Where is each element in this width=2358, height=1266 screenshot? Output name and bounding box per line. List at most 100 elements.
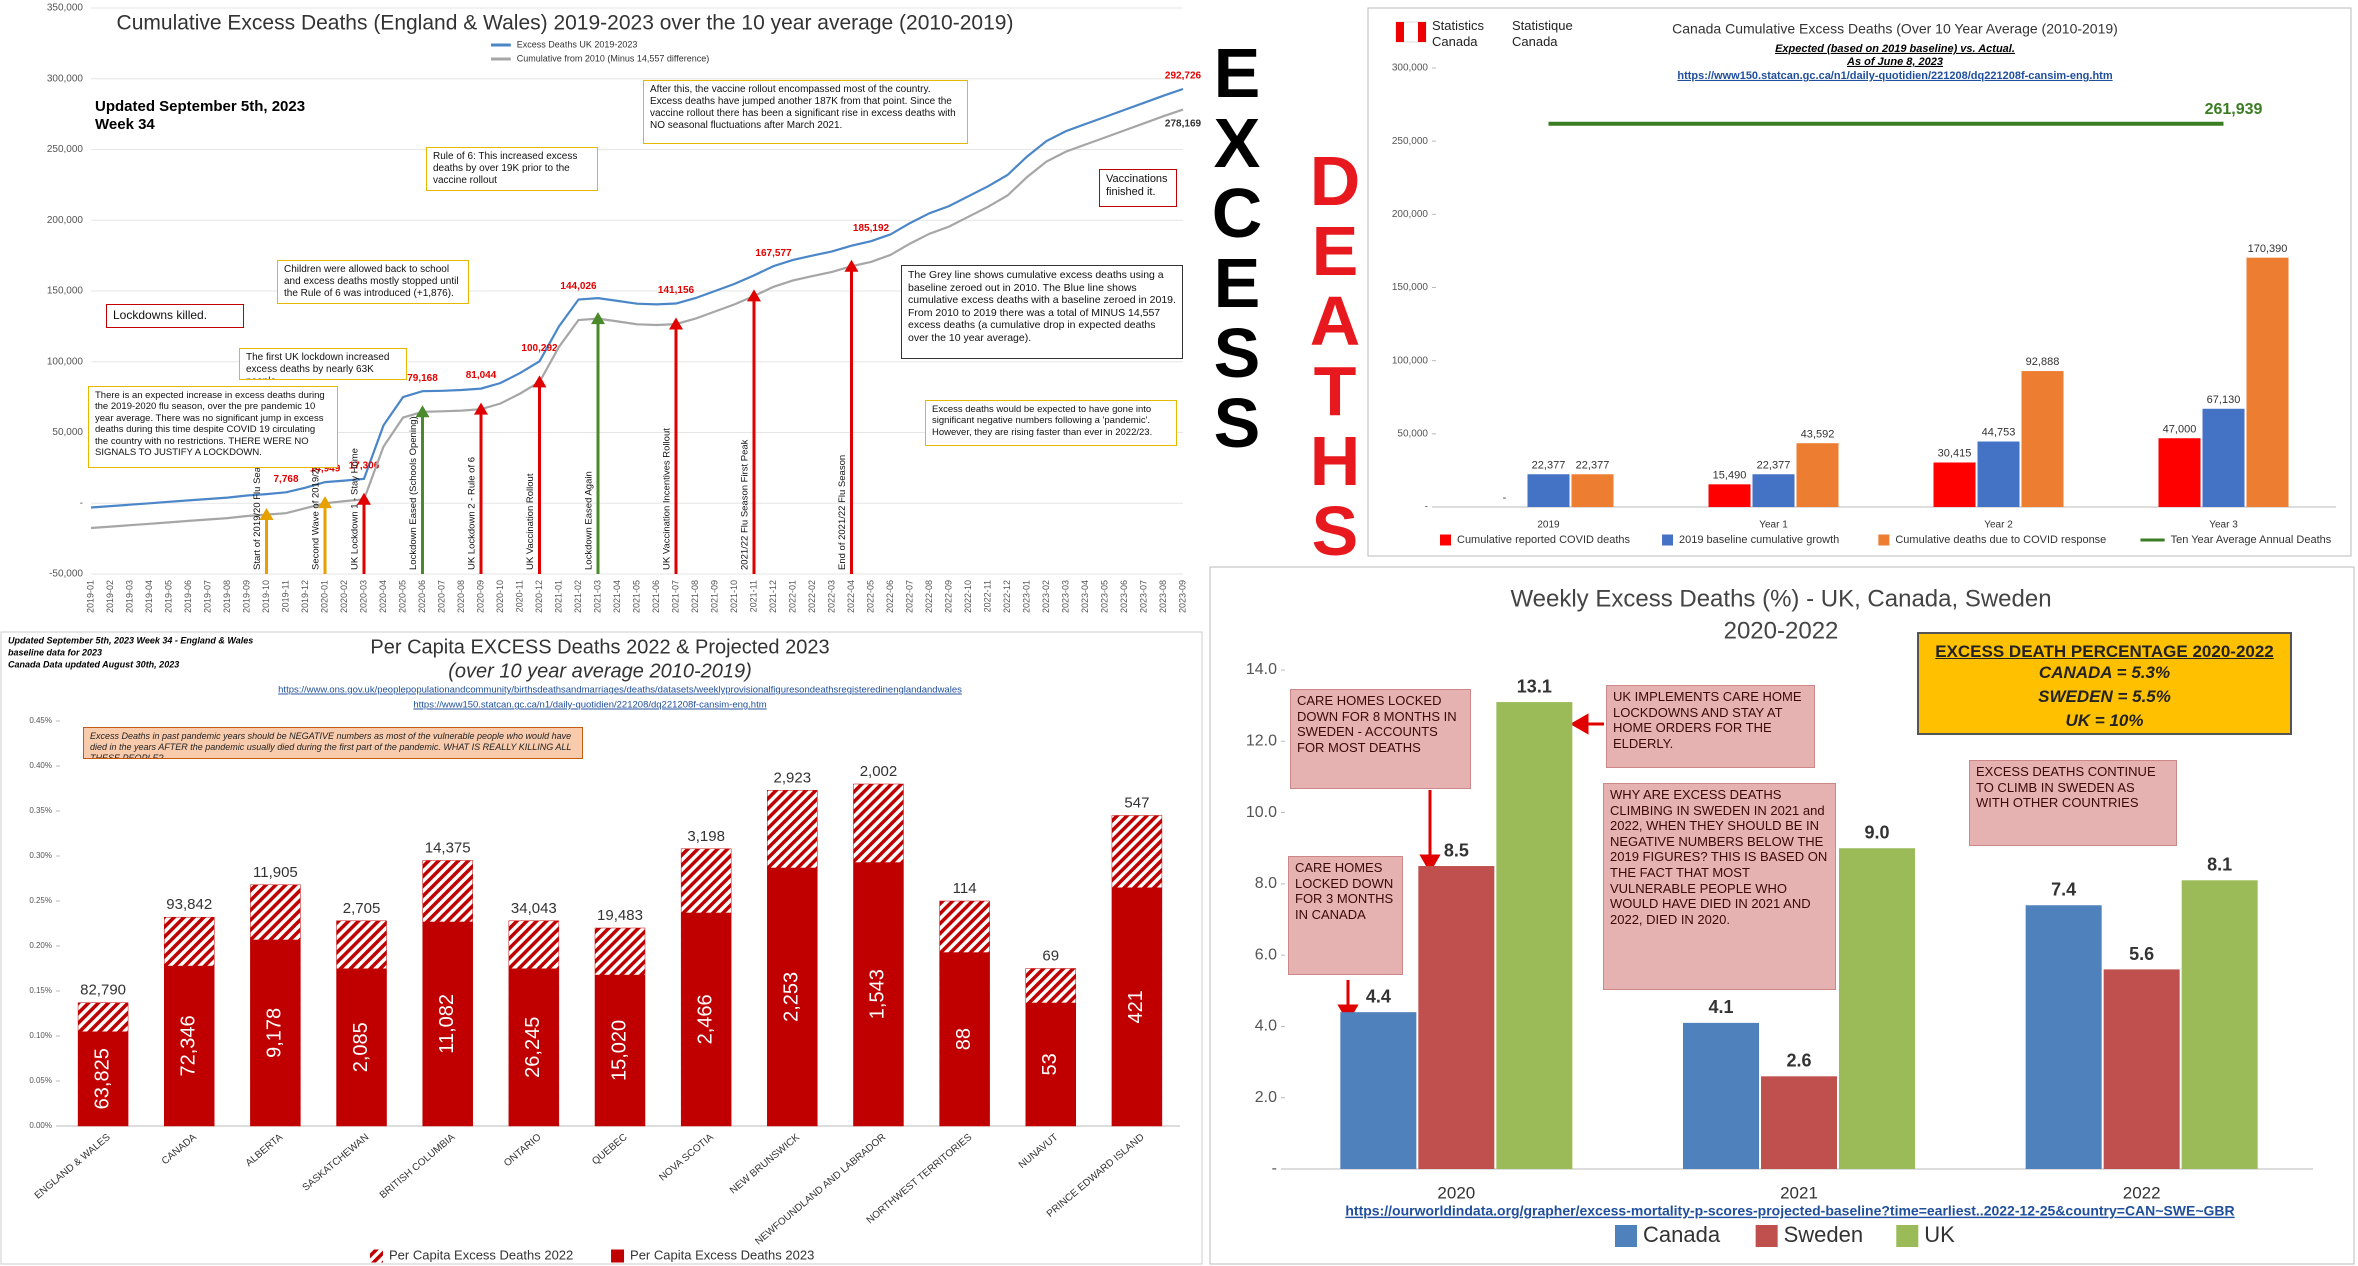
agency-name: Statistique Canada <box>1512 18 1573 49</box>
annotation: CARE HOMES LOCKED DOWN FOR 8 MONTHS IN S… <box>1290 689 1471 789</box>
x-tick-label: QUEBEC <box>590 1132 629 1168</box>
event-label: Second Wave of 2019/20 Flu Season <box>311 413 322 570</box>
y-tick-label: 150,000 <box>1392 282 1429 293</box>
value-label: 170,390 <box>2248 243 2288 255</box>
death-label: 11,905 <box>253 864 298 881</box>
legend-swatch <box>1615 1225 1637 1247</box>
x-tick-label: BRITISH COLUMBIA <box>378 1132 458 1201</box>
legend-label: Cumulative reported COVID deaths <box>1457 534 1631 546</box>
death-label: 2,923 <box>774 769 812 786</box>
x-tick-label: 2023-06 <box>1119 580 1129 613</box>
death-label: 421 <box>1125 990 1147 1023</box>
bar <box>78 1031 129 1126</box>
annotation: Excess deaths would be expected to have … <box>925 400 1177 446</box>
value-label: 2.6 <box>1786 1051 1811 1071</box>
x-tick-label: 2019-02 <box>105 580 115 613</box>
y-tick-label: 50,000 <box>52 427 83 438</box>
bar <box>2025 905 2102 1169</box>
y-tick-label: 200,000 <box>1392 209 1429 220</box>
source-link: https://www.ons.gov.uk/peoplepopulationa… <box>278 685 962 696</box>
x-tick-label: Year 1 <box>1759 520 1788 531</box>
y-tick-label: 250,000 <box>47 144 84 155</box>
value-label: 30,415 <box>1938 448 1972 460</box>
death-label: 9,178 <box>264 1008 286 1058</box>
y-tick-label: 350,000 <box>47 3 84 14</box>
value-label: 22,377 <box>1532 459 1566 471</box>
value-label: 8.5 <box>1444 840 1469 860</box>
y-tick-label: 8.0 <box>1255 875 1277 892</box>
x-tick-label: 2022-09 <box>943 580 953 613</box>
x-tick-label: 2021-08 <box>690 580 700 613</box>
bar <box>1933 462 1976 507</box>
x-tick-label: 2019-03 <box>124 580 134 613</box>
event-arrowhead <box>415 405 430 418</box>
legend-label: Per Capita Excess Deaths 2022 <box>389 1247 573 1262</box>
death-label: 53 <box>1039 1053 1061 1075</box>
bar <box>2158 438 2201 507</box>
event-arrowhead <box>474 402 488 415</box>
death-label: 19,483 <box>597 907 643 924</box>
event-label: Lockdown Eased (Schools Opening) <box>408 416 419 570</box>
legend-label: Cumulative deaths due to COVID response <box>1895 534 2106 546</box>
value-label: 22,377 <box>1757 459 1791 471</box>
value-label: 7.4 <box>2051 880 2076 900</box>
legend-label: 2019 baseline cumulative growth <box>1679 534 1839 546</box>
value-label: 14,949 <box>310 464 341 475</box>
x-tick-label: 2020 <box>1437 1183 1475 1202</box>
y-tick-label: 14.0 <box>1246 661 1277 678</box>
annotation: Rule of 6: This increased excess deaths … <box>426 147 598 191</box>
y-tick-label: 12.0 <box>1246 733 1277 750</box>
series-line <box>90 108 1184 530</box>
y-tick-label: 4.0 <box>1255 1018 1277 1035</box>
x-tick-label: 2020-07 <box>436 580 446 613</box>
x-tick-label: 2022-06 <box>885 580 895 613</box>
chart-title: Weekly Excess Deaths (%) - UK, Canada, S… <box>1510 585 2051 612</box>
x-tick-label: 2021-04 <box>612 580 622 613</box>
death-label: 88 <box>953 1028 975 1050</box>
summary-line: SWEDEN = 5.5% <box>2038 687 2171 706</box>
note: Excess Deaths in past pandemic years sho… <box>83 727 583 759</box>
death-label: 2,705 <box>343 900 381 917</box>
x-tick-label: 2021-05 <box>631 580 641 613</box>
y-tick-label: - <box>1425 502 1428 513</box>
x-tick-label: 2021-01 <box>553 580 563 613</box>
x-tick-label: 2019-09 <box>241 580 251 613</box>
death-label: 2,085 <box>350 1022 372 1072</box>
event-arrowhead <box>669 317 683 330</box>
value-label: 8.1 <box>2207 855 2232 875</box>
x-tick-label: 2023-09 <box>1177 580 1187 613</box>
x-tick-label: 2021-06 <box>651 580 661 613</box>
y-tick-label: 0.40% <box>29 761 52 770</box>
death-label: 114 <box>953 880 977 897</box>
death-label: 72,346 <box>178 1015 200 1076</box>
y-tick-label: -50,000 <box>49 569 83 580</box>
x-tick-label: 2022-08 <box>924 580 934 613</box>
legend-swatch <box>611 1249 625 1263</box>
x-tick-label: 2019-12 <box>300 580 310 613</box>
flag <box>1396 22 1404 42</box>
x-tick-label: 2020-10 <box>495 580 505 613</box>
y-tick-label: 6.0 <box>1255 946 1277 963</box>
x-tick-label: 2019-05 <box>163 580 173 613</box>
legend-label: Ten Year Average Annual Deaths <box>2171 534 2332 546</box>
bar <box>2202 408 2245 507</box>
legend-label: Sweden <box>1784 1222 1864 1247</box>
bar <box>508 968 559 1126</box>
source-link: https://ourworldindata.org/grapher/exces… <box>1345 1203 2234 1219</box>
x-tick-label: 2019-11 <box>280 580 290 612</box>
legend-label: Excess Deaths UK 2019-2023 <box>517 39 638 49</box>
x-tick-label: CANADA <box>160 1132 199 1167</box>
annotation: Lockdowns killed. <box>106 304 244 328</box>
x-tick-label: Year 3 <box>2209 520 2238 531</box>
x-tick-label: ONTARIO <box>502 1132 544 1169</box>
panel-border <box>1367 7 2352 557</box>
annotation: The first UK lockdown increased excess d… <box>239 348 407 380</box>
bar <box>1708 484 1751 507</box>
y-tick-label: 200,000 <box>47 215 84 226</box>
annotation: The Grey line shows cumulative excess de… <box>901 265 1183 359</box>
subtitle: Expected (based on 2019 baseline) vs. Ac… <box>1775 43 2015 55</box>
value-label: 167,577 <box>755 248 792 259</box>
bar <box>1683 1022 1759 1169</box>
bar <box>2181 880 2258 1169</box>
